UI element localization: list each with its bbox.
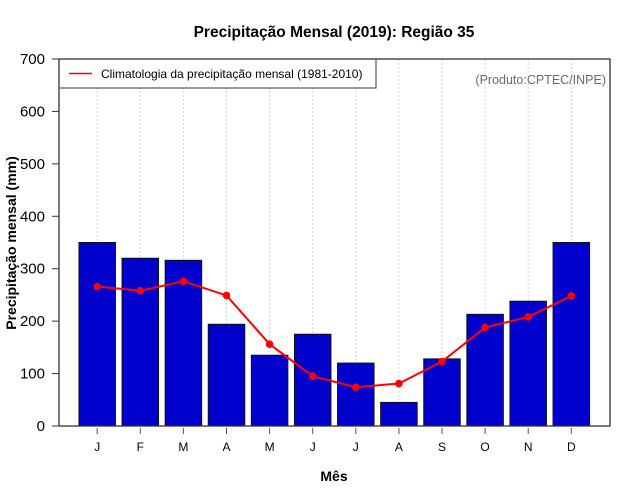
bar bbox=[337, 362, 375, 427]
bar bbox=[423, 358, 461, 427]
legend: Climatologia da precipitação mensal (198… bbox=[58, 58, 377, 89]
climatology-point bbox=[481, 323, 489, 332]
bar bbox=[466, 313, 504, 427]
x-tick-label: J bbox=[94, 440, 100, 454]
bar bbox=[164, 259, 203, 427]
climatology-point bbox=[93, 282, 101, 291]
climatology-point bbox=[265, 340, 274, 349]
y-tick-label: 400 bbox=[20, 208, 45, 225]
legend-label-climatology: Climatologia da precipitação mensal (198… bbox=[101, 67, 362, 81]
bar bbox=[78, 242, 116, 427]
y-tick-label: 600 bbox=[20, 103, 45, 120]
y-axis: 0 100 200 300 400 500 600 700 bbox=[20, 51, 59, 435]
y-axis-label: Precipitação mensal (mm) bbox=[3, 156, 19, 330]
y-tick-label: 100 bbox=[20, 366, 45, 383]
bar bbox=[380, 401, 418, 427]
bar bbox=[121, 257, 160, 427]
x-tick-label: M bbox=[178, 440, 188, 454]
bar bbox=[552, 242, 591, 427]
y-tick-label: 500 bbox=[20, 156, 45, 173]
climatology-point bbox=[352, 383, 360, 392]
climatology-point bbox=[395, 379, 403, 388]
climatology-line bbox=[93, 277, 576, 392]
y-tick-label: 700 bbox=[20, 51, 45, 68]
climatology-point bbox=[308, 372, 317, 380]
x-tick-label: D bbox=[567, 440, 576, 454]
climatology-point bbox=[567, 292, 576, 300]
climatology-point bbox=[179, 277, 188, 286]
chart-title: Precipitação Mensal (2019): Região 35 bbox=[194, 24, 475, 41]
bar bbox=[509, 300, 547, 427]
plot-border bbox=[58, 58, 611, 427]
x-tick-label: N bbox=[524, 440, 533, 454]
climatology-point bbox=[524, 313, 532, 321]
bar bbox=[250, 354, 289, 427]
x-axis-label: Mês bbox=[320, 468, 347, 484]
climatology-point bbox=[136, 286, 145, 295]
bar bbox=[207, 323, 246, 427]
x-tick-label: J bbox=[310, 440, 316, 454]
climatology-polyline bbox=[97, 280, 572, 389]
x-tick-label: A bbox=[222, 440, 230, 454]
x-tick-label: M bbox=[265, 440, 275, 454]
y-tick-label: 200 bbox=[20, 313, 45, 330]
x-tick-label: A bbox=[395, 440, 403, 454]
climatology-point bbox=[438, 357, 446, 366]
x-tick-label: J bbox=[353, 440, 359, 454]
climatology-point bbox=[222, 291, 231, 300]
y-tick-label: 0 bbox=[37, 418, 45, 435]
x-tick-label: O bbox=[480, 440, 489, 454]
credit-annotation: (Produto:CPTEC/INPE) bbox=[475, 73, 606, 87]
x-tick-label: F bbox=[137, 440, 144, 454]
bars bbox=[78, 242, 591, 427]
x-tick-label: S bbox=[438, 440, 446, 454]
y-tick-label: 300 bbox=[20, 261, 45, 278]
